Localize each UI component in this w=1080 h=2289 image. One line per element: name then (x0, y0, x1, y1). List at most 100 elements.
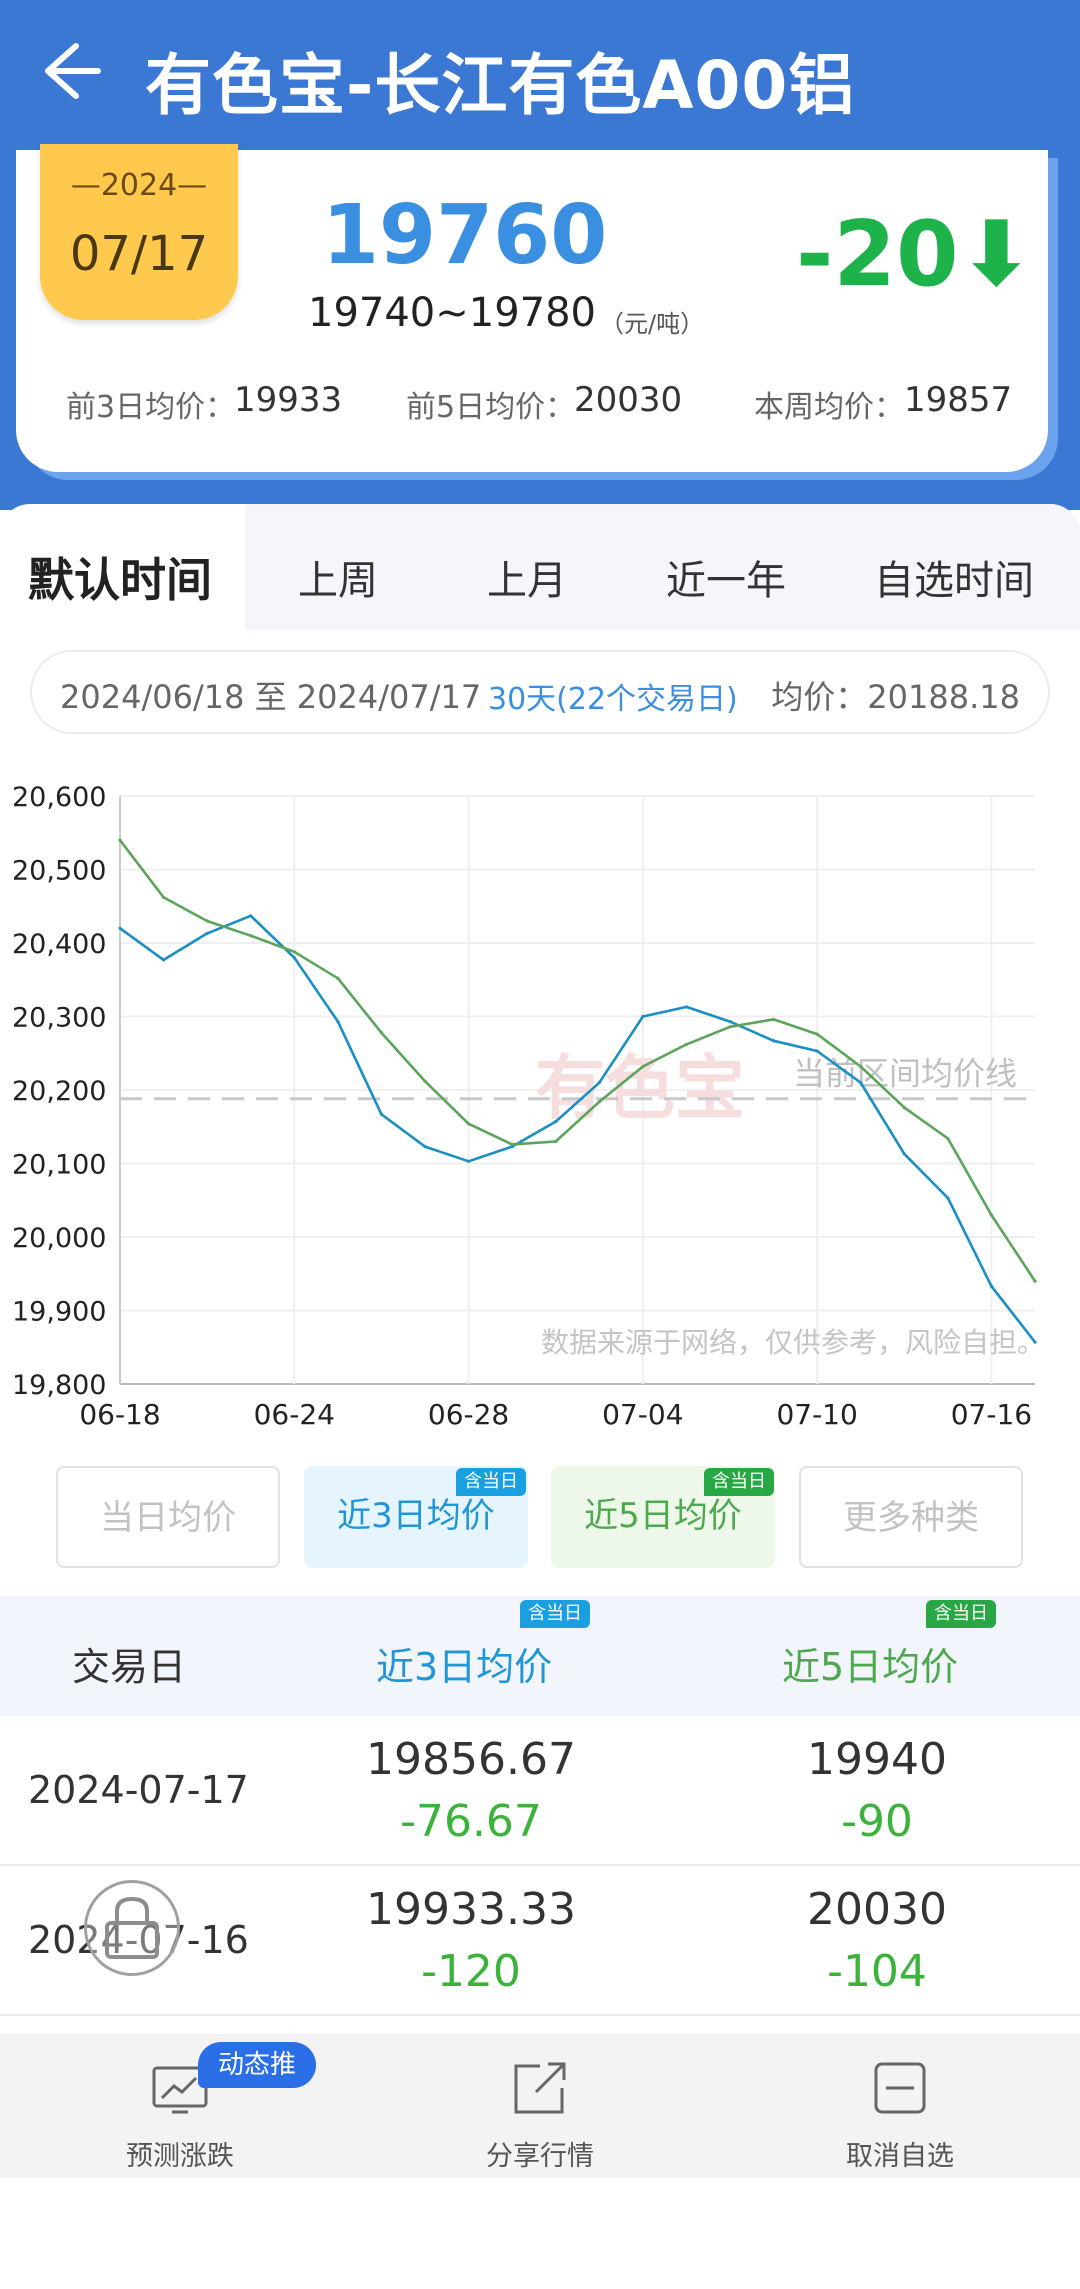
week-avg-value: 19857 (904, 380, 1013, 420)
row-date: 2024-07-17 (28, 1768, 249, 1812)
row-avg5-change: -90 (841, 1796, 913, 1847)
avg3-value: 19933 (234, 380, 343, 420)
date-range-text: 2024/06/18 至 2024/07/17 (60, 678, 482, 716)
data-point (684, 1005, 689, 1009)
date-year: —2024— (70, 168, 208, 203)
header-trading-day: 交易日 (72, 1645, 187, 1689)
tab-last-week[interactable]: 上周 (298, 558, 378, 604)
data-point (161, 895, 166, 900)
data-point (510, 1144, 514, 1149)
share-icon (514, 2062, 566, 2114)
data-point (379, 1031, 384, 1035)
y-tick-label: 19,800 (12, 1370, 106, 1401)
data-point (423, 1079, 427, 1083)
floating-lock-button[interactable] (84, 1880, 180, 1976)
includes-today-tag: 含当日 (926, 1600, 996, 1628)
data-point (728, 1025, 732, 1029)
y-tick-label: 20,000 (12, 1223, 106, 1254)
data-point (641, 1064, 645, 1069)
data-point (466, 1159, 471, 1163)
row-avg3-change: -76.67 (400, 1796, 542, 1847)
data-point (205, 919, 209, 923)
y-tick-label: 20,100 (12, 1150, 106, 1181)
data-point (554, 1120, 558, 1124)
more-types-button[interactable]: 更多种类 (799, 1466, 1023, 1568)
date-badge: —2024— 07/17 (40, 144, 238, 320)
data-point (205, 931, 209, 936)
row-avg5: 20030 (807, 1884, 947, 1935)
data-point (379, 1112, 384, 1116)
x-tick-label: 06-24 (254, 1398, 335, 1431)
data-point (336, 1020, 340, 1024)
y-tick-label: 20,300 (12, 1003, 106, 1034)
table-row: 2024-07-16 19933.33 -120 20030 -104 (0, 1866, 1080, 2016)
dynamic-push-badge: 动态推 (198, 2042, 317, 2088)
data-point (423, 1144, 427, 1149)
data-point (989, 1213, 994, 1217)
tab-bar (245, 504, 1080, 630)
predict-button[interactable]: 预测涨跌 (30, 2034, 330, 2178)
remove-favorite-button[interactable]: 取消自选 (750, 2034, 1050, 2178)
data-point (989, 1284, 994, 1288)
price-line-chart: 20,600 20,500 20,400 20,300 20,200 20,100 20,0… (12, 782, 1045, 1431)
legend-daily-avg-button[interactable]: 当日均价 (56, 1466, 280, 1568)
data-point (902, 1152, 906, 1156)
price-unit: （元/吨） (600, 310, 705, 338)
data-point (292, 950, 296, 954)
tab-default-time[interactable]: 默认时间 (28, 553, 212, 607)
data-point (684, 1042, 689, 1047)
data-point (1033, 1279, 1037, 1283)
data-point (249, 914, 253, 918)
data-point (510, 1142, 514, 1146)
watermark-text: 有色宝 (535, 1047, 745, 1129)
date-range-box[interactable]: 2024/06/18 至 2024/07/17 30天(22个交易日) 均价：2… (30, 650, 1050, 734)
data-point (118, 838, 122, 842)
data-point (597, 1100, 601, 1104)
trading-days: 30天(22个交易日) (488, 682, 738, 717)
date-day: 07/17 (69, 226, 209, 282)
header-3day-avg: 近3日均价 (376, 1645, 553, 1689)
data-point (728, 1020, 732, 1024)
price-change: -20⬇ (796, 202, 1035, 307)
row-avg3: 19856.67 (366, 1734, 576, 1785)
tab-last-year[interactable]: 近一年 (666, 558, 786, 604)
x-tick-label: 07-10 (776, 1398, 857, 1431)
x-tick-label: 06-18 (79, 1398, 160, 1431)
disclaimer-text: 数据来源于网络，仅供参考，风险自担。 (541, 1326, 1045, 1359)
tab-custom-time[interactable]: 自选时间 (874, 558, 1034, 604)
back-arrow-icon[interactable] (36, 36, 106, 106)
data-point (859, 1081, 863, 1085)
price-range: 19740~19780 (308, 290, 597, 336)
data-point (946, 1136, 950, 1141)
data-point (771, 1017, 776, 1022)
data-point (771, 1039, 776, 1043)
data-point (946, 1196, 950, 1200)
price-card: —2024— 07/17 19760 19740~19780 （元/吨） -20… (16, 144, 1048, 472)
share-button[interactable]: 分享行情 (390, 2034, 690, 2178)
bottom-action-bar: 预测涨跌 动态推 分享行情 取消自选 (0, 2034, 1080, 2178)
series-line (119, 914, 1037, 1343)
data-point (815, 1049, 819, 1053)
data-point (161, 958, 166, 962)
x-tick-label: 07-16 (951, 1398, 1032, 1431)
tab-last-month[interactable]: 上月 (487, 558, 567, 604)
includes-today-tag: 含当日 (704, 1468, 774, 1496)
data-point (118, 926, 122, 930)
y-tick-label: 20,400 (12, 929, 106, 960)
content-panel: 默认时间 上周 上月 近一年 自选时间 2024/06/18 至 2024/07… (0, 504, 1080, 2289)
week-avg-label: 本周均价： (754, 390, 904, 425)
row-avg3: 19933.33 (366, 1884, 576, 1935)
table-row: 2024-07-17 19856.67 -76.67 19940 -90 (0, 1716, 1080, 1866)
x-tick-label: 07-04 (602, 1398, 683, 1431)
page-title: 有色宝-长江有色A00铝 (145, 47, 856, 124)
avg5-label: 前5日均价： (406, 390, 576, 425)
row-avg5-change: -104 (827, 1946, 927, 1997)
header-5day-avg: 近5日均价 (782, 1645, 959, 1689)
row-avg3-change: -120 (421, 1946, 521, 1997)
x-tick-label: 06-28 (428, 1398, 509, 1431)
avg5-value: 20030 (574, 380, 683, 420)
avg3-label: 前3日均价： (66, 390, 236, 425)
y-tick-label: 20,500 (12, 856, 106, 887)
y-tick-label: 19,900 (12, 1297, 106, 1328)
data-point (249, 934, 253, 938)
